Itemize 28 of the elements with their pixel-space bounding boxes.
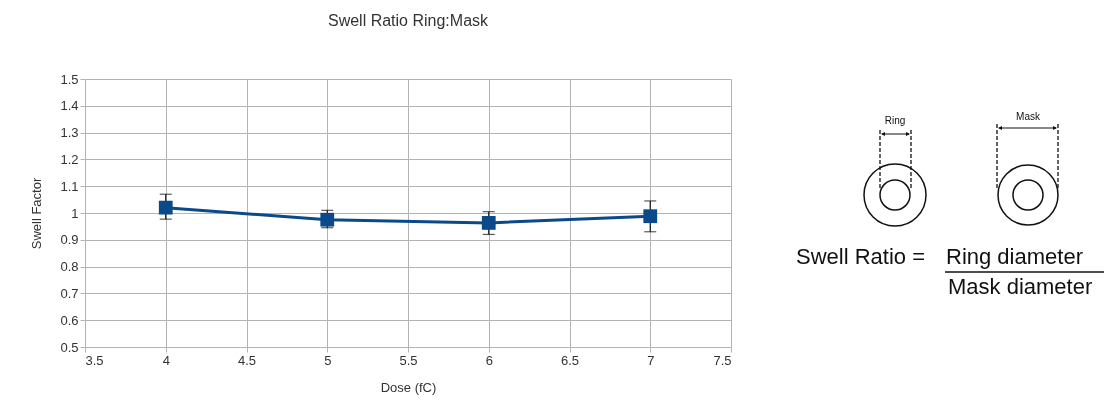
text: Mask: [1016, 111, 1041, 122]
y-tick-label: 0.5: [60, 339, 79, 355]
text: Ring: [884, 115, 906, 126]
y-axis-title: Swell Factor: [29, 177, 45, 250]
chart-title: Swell Ratio Ring:Mask: [327, 12, 490, 29]
y-tick-label: 1.1: [60, 178, 79, 194]
y-tick-label: 1.2: [60, 151, 79, 167]
x-tick-label: 6: [485, 352, 493, 368]
text: Swell Ratio =: [796, 244, 926, 269]
text: Mask diameter: [948, 274, 1093, 299]
x-axis-title: Dose (fC): [380, 379, 437, 395]
x-tick-label: 4.5: [237, 352, 257, 368]
x-tick-label: 7.5: [713, 352, 732, 368]
x-tick-label: 5: [324, 352, 332, 368]
text: Ring diameter: [946, 244, 1083, 269]
y-tick-label: 0.8: [60, 259, 79, 275]
y-tick-label: 0.6: [60, 312, 79, 328]
y-tick-label: 1.5: [60, 71, 79, 87]
x-tick-label: 6.5: [560, 352, 580, 368]
x-tick-label: 4: [162, 352, 170, 368]
x-tick-label: 7: [647, 352, 655, 368]
x-tick-label: 3.5: [85, 352, 104, 368]
y-tick-label: 1.3: [60, 125, 79, 141]
y-tick-label: 1.4: [60, 98, 79, 114]
y-tick-label: 0.9: [60, 232, 79, 248]
y-tick-label: 1: [71, 205, 79, 221]
x-tick-label: 5.5: [399, 352, 418, 368]
y-tick-label: 0.7: [60, 285, 79, 301]
